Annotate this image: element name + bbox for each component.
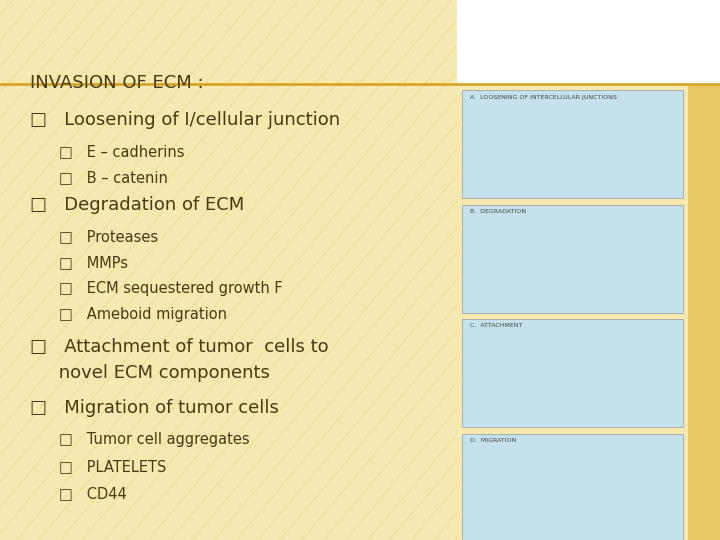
Text: □   Ameboid migration: □ Ameboid migration: [60, 307, 228, 322]
Text: □   PLATELETS: □ PLATELETS: [60, 459, 167, 474]
Text: □   E – cadherins: □ E – cadherins: [60, 144, 185, 159]
Bar: [457, 0, 720, 84]
Text: □   Degradation of ECM: □ Degradation of ECM: [30, 197, 244, 214]
Text: □   Loosening of I/cellular junction: □ Loosening of I/cellular junction: [30, 111, 340, 129]
Text: □   B – catenin: □ B – catenin: [60, 170, 168, 185]
Text: □   Attachment of tumor  cells to: □ Attachment of tumor cells to: [30, 339, 328, 356]
Text: □   ECM sequestered growth F: □ ECM sequestered growth F: [60, 281, 283, 296]
Text: □   Tumor cell aggregates: □ Tumor cell aggregates: [60, 432, 250, 447]
Text: B.  DEGRADATION: B. DEGRADATION: [470, 209, 526, 214]
Text: INVASION OF ECM :: INVASION OF ECM :: [30, 74, 203, 92]
FancyBboxPatch shape: [462, 434, 683, 540]
Text: □   MMPs: □ MMPs: [60, 255, 128, 270]
FancyBboxPatch shape: [462, 319, 683, 427]
Text: novel ECM components: novel ECM components: [30, 364, 269, 382]
Text: □   Migration of tumor cells: □ Migration of tumor cells: [30, 399, 279, 417]
FancyBboxPatch shape: [462, 205, 683, 313]
Text: A.  LOOSENING OF INTERCELLULAR JUNCTIONS: A. LOOSENING OF INTERCELLULAR JUNCTIONS: [470, 94, 617, 99]
FancyBboxPatch shape: [462, 90, 683, 198]
Text: D.  MIGRATION: D. MIGRATION: [470, 438, 516, 443]
Bar: [688, 0, 720, 540]
Text: □   Proteases: □ Proteases: [60, 229, 158, 244]
Text: □   CD44: □ CD44: [60, 486, 127, 501]
Text: C.  ATTACHMENT: C. ATTACHMENT: [470, 323, 523, 328]
